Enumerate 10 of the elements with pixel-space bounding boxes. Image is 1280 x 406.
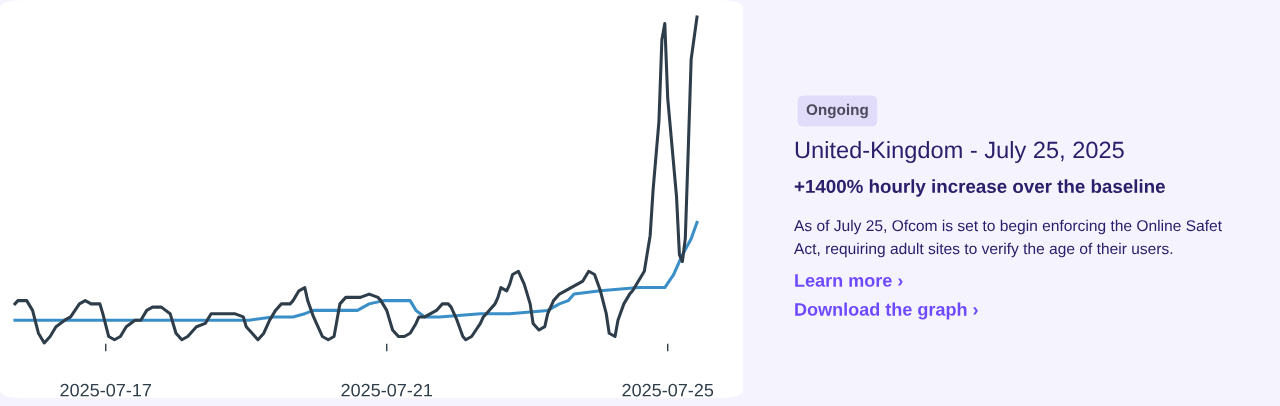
text: Act, requiring adult sites to verify the age of their users.	[794, 242, 1173, 258]
text: Download the graph ›	[795, 302, 978, 320]
text: United-Kingdom - July 25, 2025	[795, 141, 1124, 164]
x-tick-label: 2025-07-25	[622, 383, 714, 397]
text: Ongoing	[806, 103, 868, 119]
x-tick-label: 2025-07-17	[60, 383, 152, 397]
text: +1400% hourly increase over the baseline	[794, 179, 1165, 197]
text: As of July 25, Ofcom is set to begin enforcing the Online Safet	[794, 219, 1222, 235]
text: Learn more ›	[795, 274, 903, 287]
x-tick-label: 2025-07-21	[341, 383, 433, 397]
